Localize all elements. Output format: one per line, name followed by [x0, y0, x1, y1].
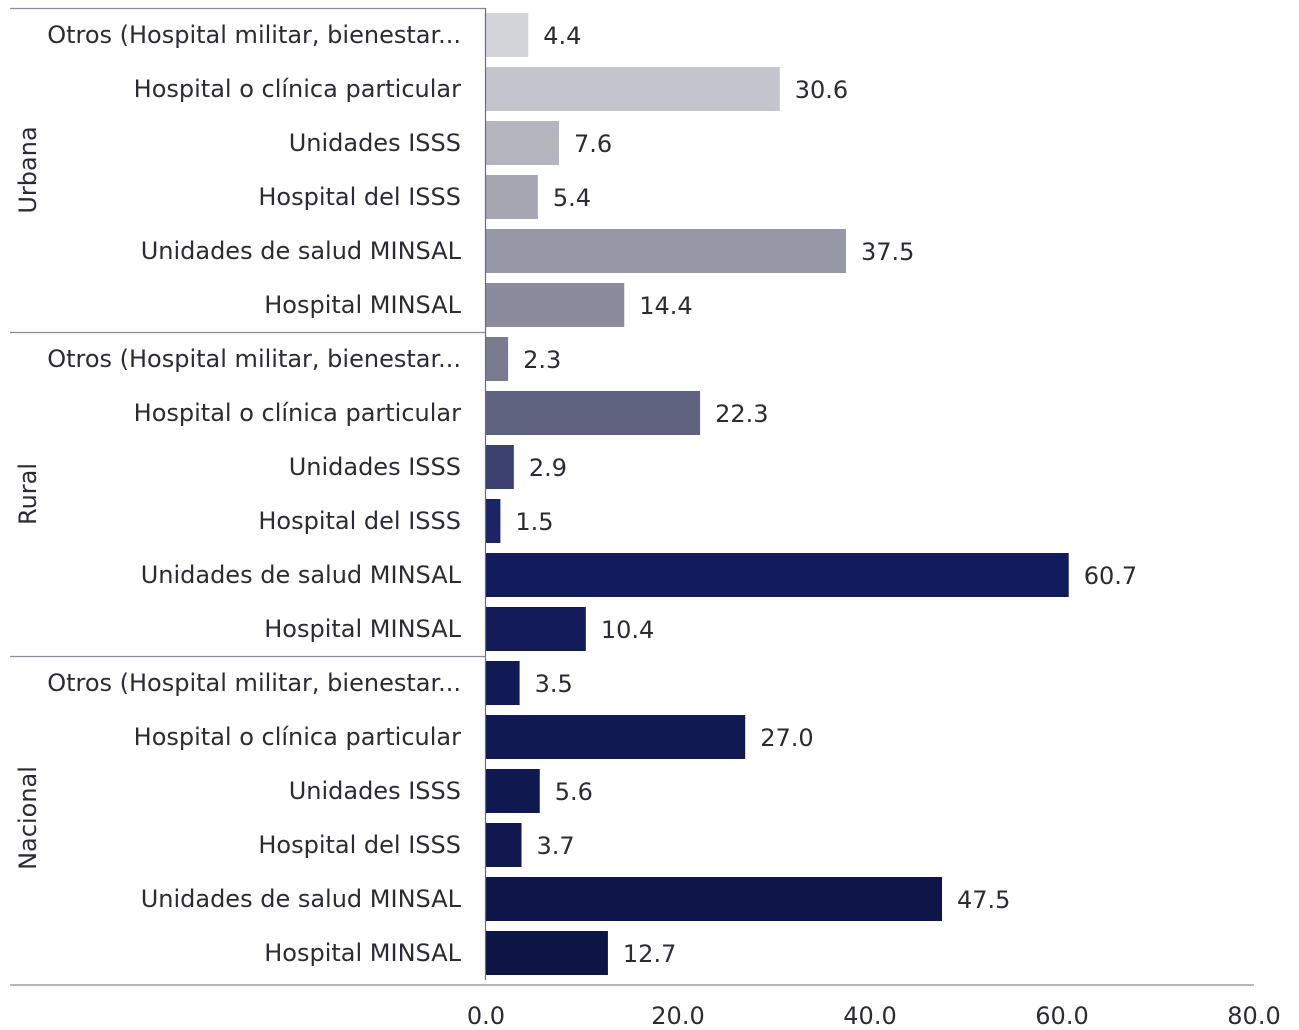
data-label: 2.3	[523, 346, 561, 374]
bar	[486, 499, 501, 543]
bar	[486, 175, 538, 219]
x-tick-label: 0.0	[467, 1002, 505, 1030]
bar	[486, 13, 529, 57]
bar	[486, 121, 559, 165]
bar	[486, 877, 942, 921]
category-label: Hospital del ISSS	[258, 507, 461, 535]
x-tick-label: 60.0	[1035, 1002, 1088, 1030]
x-tick-label: 80.0	[1227, 1002, 1280, 1030]
data-label: 5.4	[553, 184, 591, 212]
category-label: Unidades de salud MINSAL	[141, 885, 462, 913]
bar	[486, 715, 746, 759]
data-label: 1.5	[515, 508, 553, 536]
bar	[486, 337, 509, 381]
x-axis: 0.0 20.0 40.0 60.0 80.0	[10, 8, 1281, 1030]
data-label: 10.4	[601, 616, 654, 644]
data-label: 14.4	[639, 292, 692, 320]
category-label: Otros (Hospital militar, bienestar...	[47, 345, 461, 373]
category-label: Hospital MINSAL	[264, 291, 461, 319]
value-labels: 4.4 30.6 7.6 5.4 37.5 14.4 2.3 22.3 2.9 1.5 60.7 10…	[515, 22, 1137, 968]
category-label: Hospital MINSAL	[264, 615, 461, 643]
x-tick-label: 20.0	[651, 1002, 704, 1030]
bars	[486, 13, 1069, 975]
bar	[486, 553, 1069, 597]
category-label: Otros (Hospital militar, bienestar...	[47, 669, 461, 697]
category-label: Hospital o clínica particular	[134, 723, 461, 751]
category-label: Unidades ISSS	[289, 777, 461, 805]
group-separators	[10, 7, 486, 658]
data-label: 3.7	[537, 832, 575, 860]
data-label: 7.6	[574, 130, 612, 158]
data-label: 27.0	[760, 724, 813, 752]
group-labels: Urbana Rural Nacional	[14, 126, 42, 870]
bar	[486, 67, 780, 111]
data-label: 3.5	[535, 670, 573, 698]
bar	[486, 445, 514, 489]
category-label: Unidades de salud MINSAL	[141, 561, 462, 589]
data-label: 30.6	[795, 76, 848, 104]
bar	[486, 823, 522, 867]
bar	[486, 769, 540, 813]
category-label: Hospital o clínica particular	[134, 399, 461, 427]
bar	[486, 229, 846, 273]
category-label: Unidades de salud MINSAL	[141, 237, 462, 265]
bar	[486, 391, 701, 435]
data-label: 22.3	[715, 400, 768, 428]
data-label: 5.6	[555, 778, 593, 806]
data-label: 60.7	[1084, 562, 1137, 590]
group-label: Nacional	[14, 766, 42, 870]
group-label: Rural	[14, 463, 42, 525]
group-label: Urbana	[14, 126, 42, 213]
bar	[486, 661, 520, 705]
category-label: Hospital MINSAL	[264, 939, 461, 967]
category-label: Hospital del ISSS	[258, 831, 461, 859]
bar	[486, 283, 625, 327]
x-tick-label: 40.0	[843, 1002, 896, 1030]
category-label: Unidades ISSS	[289, 453, 461, 481]
data-label: 12.7	[623, 940, 676, 968]
data-label: 4.4	[543, 22, 581, 50]
category-label: Unidades ISSS	[289, 129, 461, 157]
category-labels: Otros (Hospital militar, bienestar... Hos…	[47, 21, 461, 967]
category-label: Hospital o clínica particular	[134, 75, 461, 103]
category-label: Otros (Hospital militar, bienestar...	[47, 21, 461, 49]
bar	[486, 607, 586, 651]
data-label: 2.9	[529, 454, 567, 482]
category-label: Hospital del ISSS	[258, 183, 461, 211]
data-label: 47.5	[957, 886, 1010, 914]
data-label: 37.5	[861, 238, 914, 266]
bar	[486, 931, 608, 975]
